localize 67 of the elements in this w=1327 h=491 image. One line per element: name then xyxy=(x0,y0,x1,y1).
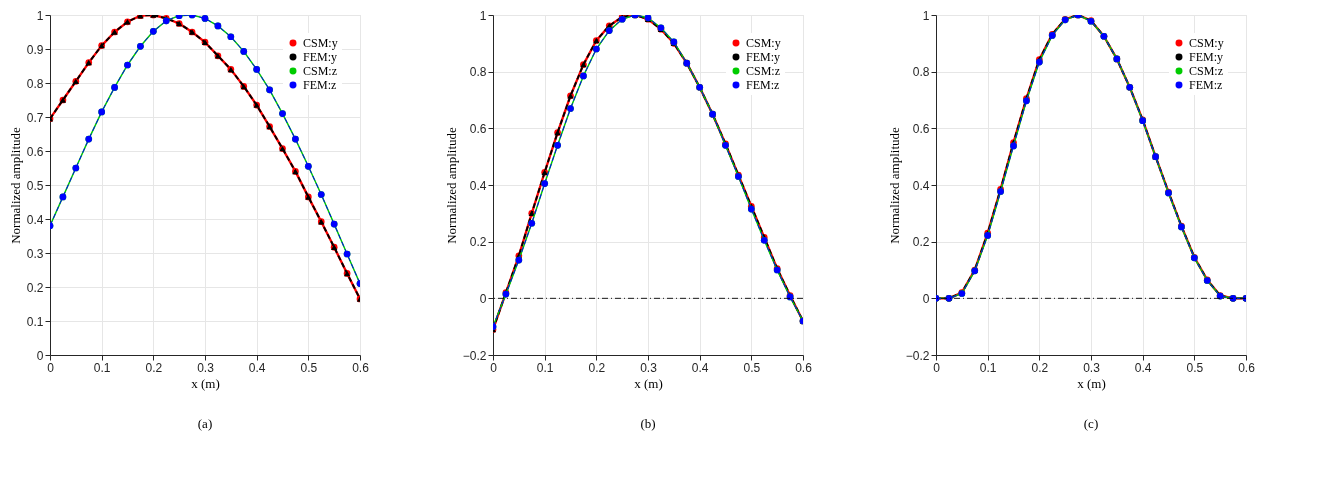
x-tick-label: 0 xyxy=(933,360,941,375)
y-tick-label: 0.5 xyxy=(26,178,44,193)
text: (b) xyxy=(640,416,656,431)
y-axis-title: Normalized amplitude xyxy=(886,126,902,244)
x-tick-label: 0.4 xyxy=(691,360,709,375)
y-tick-label: 0 xyxy=(36,348,44,363)
x-tick-label: 0 xyxy=(47,360,55,375)
legend-label: FEM:z xyxy=(746,78,780,92)
x-tick-label: 0 xyxy=(490,360,498,375)
y-tick-label: 0.4 xyxy=(26,212,44,227)
y-axis-title: Normalized amplitude xyxy=(7,126,23,244)
y-tick-label: 0.8 xyxy=(26,76,44,91)
legend-label: CSM:y xyxy=(1189,36,1224,50)
y-tick-label: 0.8 xyxy=(469,65,487,80)
x-tick-label: 0.6 xyxy=(352,360,370,375)
x-tick-label: 0.2 xyxy=(1031,360,1049,375)
y-tick-label: 1 xyxy=(479,8,487,23)
y-tick-label: 0.2 xyxy=(912,235,930,250)
x-tick-label: 0.1 xyxy=(536,360,554,375)
legend-label: FEM:z xyxy=(303,78,337,92)
legend-label: CSM:y xyxy=(746,36,781,50)
text: (a) xyxy=(197,416,213,431)
y-tick-label: −0.2 xyxy=(462,348,487,363)
y-tick-label: 0.6 xyxy=(469,121,487,136)
x-tick-label: 0.1 xyxy=(979,360,997,375)
x-tick-label: 0.1 xyxy=(93,360,111,375)
x-tick-label: 0.2 xyxy=(588,360,606,375)
y-tick-label: 0 xyxy=(922,291,930,306)
y-tick-label: 0.8 xyxy=(912,65,930,80)
x-tick-label: 0.5 xyxy=(743,360,761,375)
x-tick-label: 0.5 xyxy=(1186,360,1204,375)
x-tick-label: 0.4 xyxy=(1134,360,1152,375)
x-tick-label: 0.3 xyxy=(197,360,215,375)
legend-label: CSM:z xyxy=(303,64,338,78)
y-axis-title: Normalized amplitude xyxy=(443,126,459,244)
y-tick-label: 0 xyxy=(479,291,487,306)
y-tick-label: 0.3 xyxy=(26,246,44,261)
x-tick-label: 0.4 xyxy=(248,360,266,375)
legend-label: FEM:z xyxy=(1189,78,1223,92)
x-tick-label: 0.6 xyxy=(795,360,813,375)
y-tick-label: 0.2 xyxy=(26,280,44,295)
y-tick-label: 0.2 xyxy=(469,235,487,250)
x-tick-label: 0.2 xyxy=(145,360,163,375)
y-tick-label: 0.9 xyxy=(26,42,44,57)
x-tick-label: 0.3 xyxy=(640,360,658,375)
x-axis-title: x (m) xyxy=(634,375,663,391)
y-tick-label: 0.1 xyxy=(26,314,44,329)
legend-label: FEM:y xyxy=(1189,50,1224,64)
legend-label: CSM:y xyxy=(303,36,338,50)
x-tick-label: 0.3 xyxy=(1083,360,1101,375)
y-tick-label: 1 xyxy=(36,8,44,23)
legend-label: FEM:y xyxy=(746,50,781,64)
x-tick-label: 0.5 xyxy=(300,360,318,375)
y-tick-label: 0.4 xyxy=(469,178,487,193)
x-axis-title: x (m) xyxy=(1077,375,1106,391)
y-tick-label: 0.6 xyxy=(26,144,44,159)
legend-label: CSM:z xyxy=(746,64,781,78)
x-axis-title: x (m) xyxy=(191,375,220,391)
y-tick-label: 0.7 xyxy=(26,110,44,125)
text: (c) xyxy=(1083,416,1099,431)
legend-label: FEM:y xyxy=(303,50,338,64)
y-tick-label: 0.6 xyxy=(912,121,930,136)
legend-label: CSM:z xyxy=(1189,64,1224,78)
y-tick-label: 1 xyxy=(922,8,930,23)
y-tick-label: 0.4 xyxy=(912,178,930,193)
x-tick-label: 0.6 xyxy=(1238,360,1256,375)
y-tick-label: −0.2 xyxy=(905,348,930,363)
